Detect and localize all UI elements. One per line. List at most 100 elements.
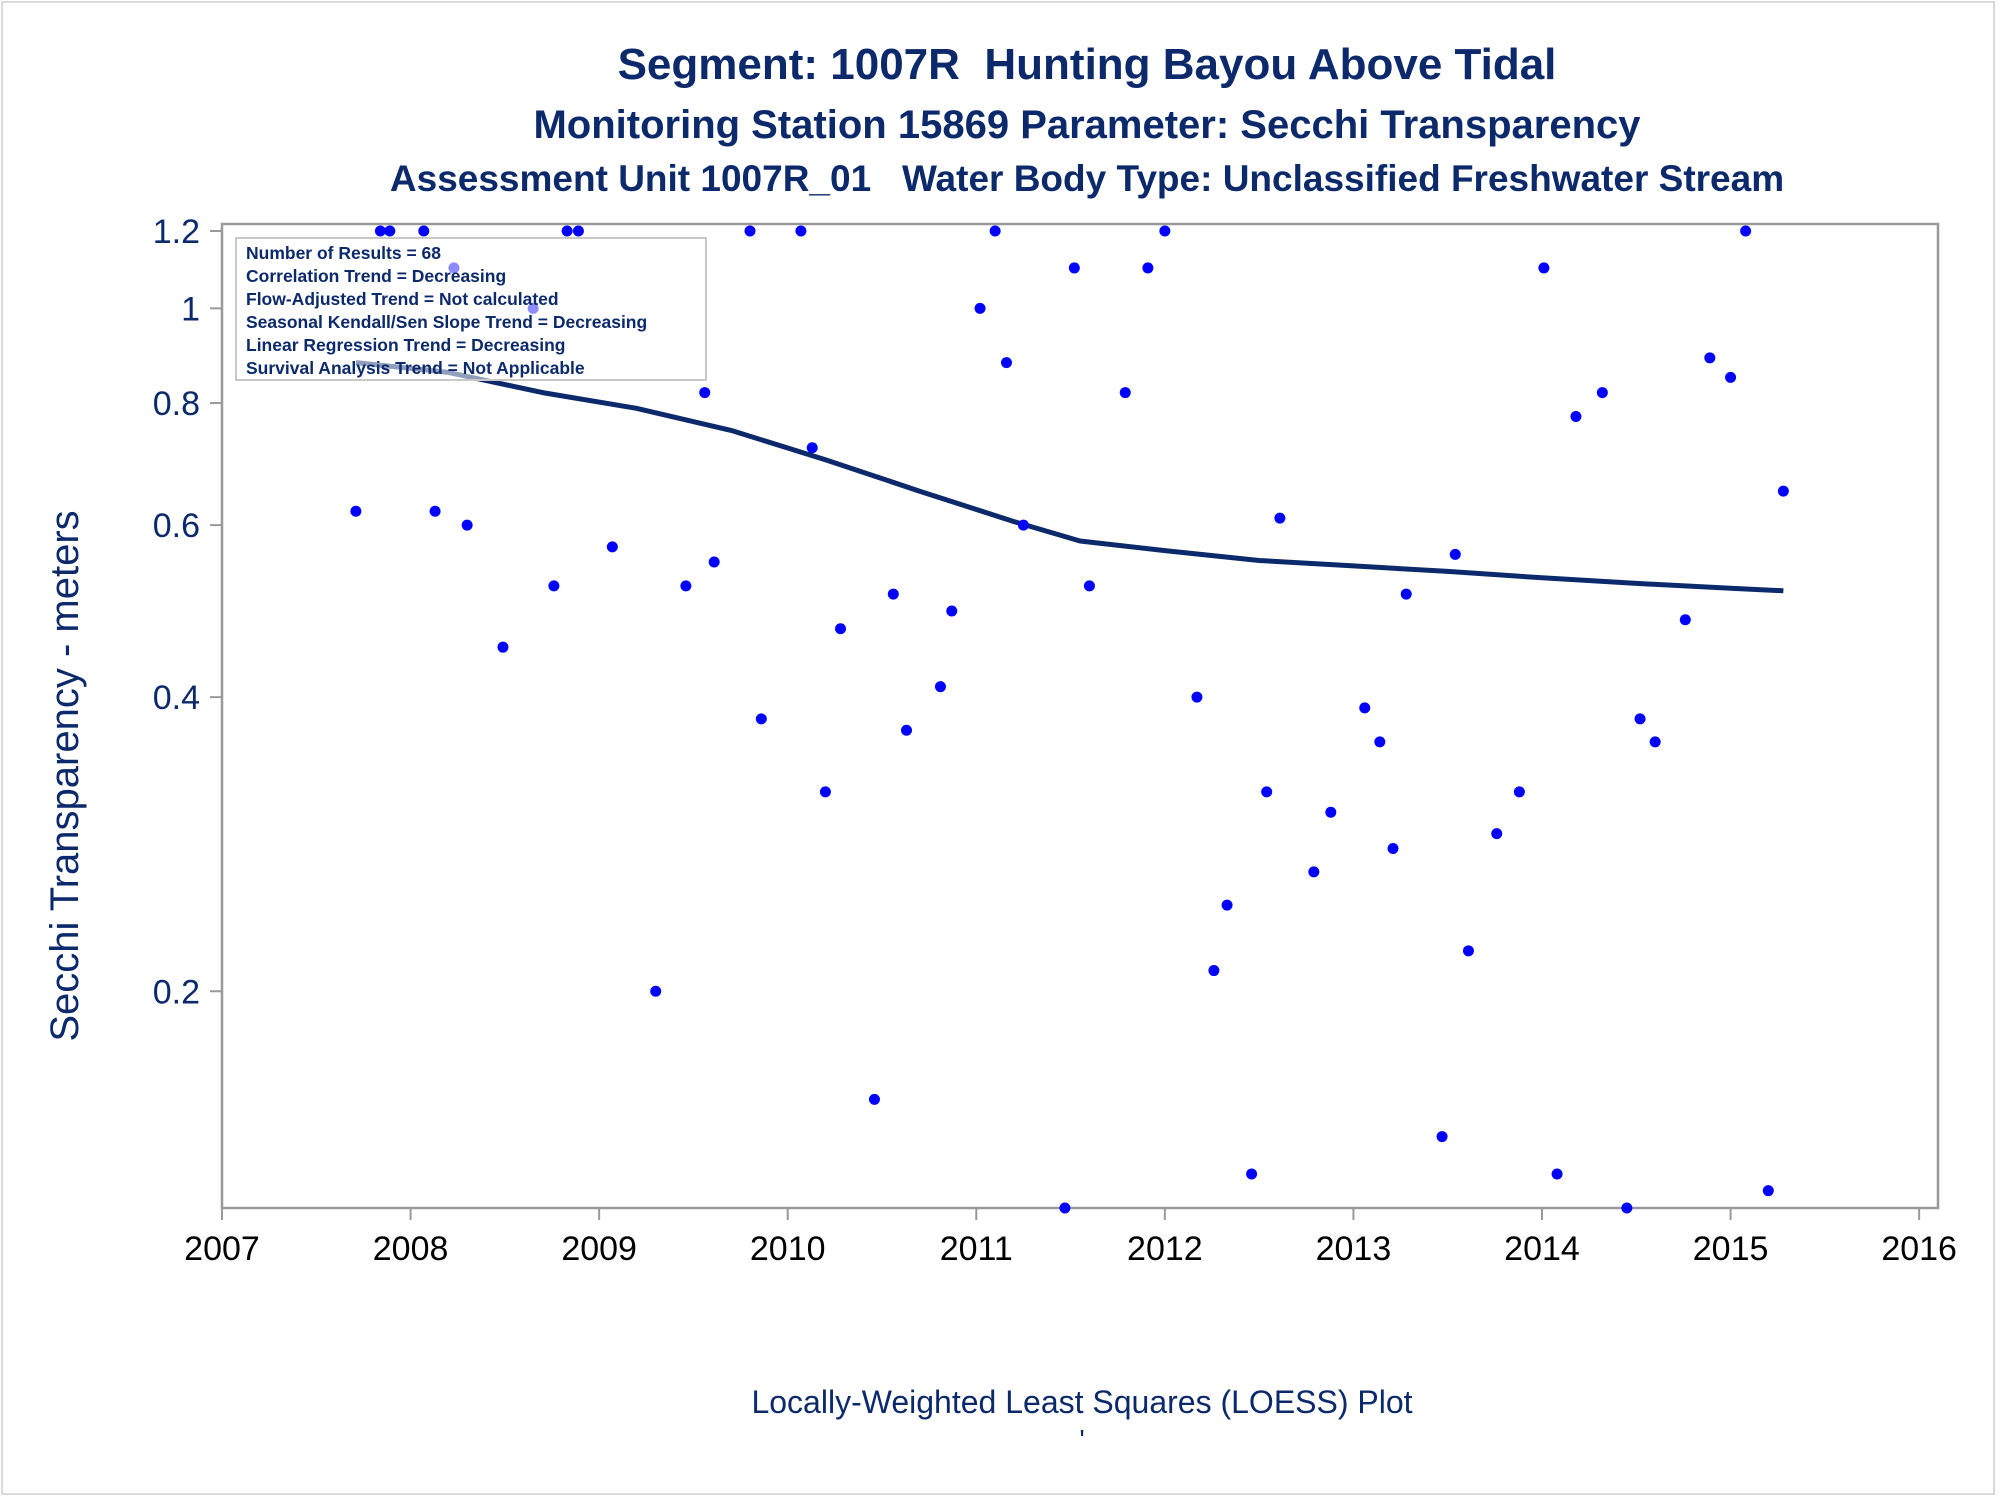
data-point [1462,945,1474,957]
data-point [384,225,396,237]
data-point [806,442,818,454]
data-point [1059,1202,1071,1214]
y-tick-label: 0.8 [153,385,200,423]
data-point [1142,262,1154,274]
data-point [1387,842,1399,854]
x-tick-label: 2007 [184,1230,260,1268]
y-tick-label: 1.2 [153,213,200,251]
data-point [1191,691,1203,703]
data-point [1159,225,1171,237]
stats-line: Survival Analysis Trend = Not Applicable [246,358,585,378]
chart-subtitle-2: Assessment Unit 1007R_01 Water Body Type… [389,158,1785,199]
data-point [1308,866,1320,878]
data-point [1570,411,1582,423]
data-point [1374,736,1386,748]
data-point [497,641,509,653]
data-point [1762,1185,1774,1197]
data-point [1261,786,1273,798]
data-point [699,387,711,399]
data-point [1740,225,1752,237]
data-point [1359,702,1371,714]
data-point [1068,262,1080,274]
data-point [934,681,946,693]
data-point [1538,262,1550,274]
x-tick-label: 2013 [1316,1230,1392,1268]
y-tick-label: 0.2 [153,973,200,1011]
data-point [1725,371,1737,383]
stats-line: Correlation Trend = Decreasing [246,266,506,286]
data-point [1679,614,1691,626]
data-point [901,724,913,736]
x-tick-label: 2012 [1127,1230,1203,1268]
data-point [606,541,618,553]
data-point [1274,512,1286,524]
data-point [1017,519,1029,531]
data-point [1704,352,1716,364]
stats-line: Seasonal Kendall/Sen Slope Trend = Decre… [246,312,647,332]
data-point [819,786,831,798]
data-point [1634,713,1646,725]
y-tick-label: 0.6 [153,507,200,545]
data-point [572,225,584,237]
data-point [561,225,573,237]
data-point [835,623,847,635]
x-tick-label: 2009 [561,1230,637,1268]
y-tick-label: 0.4 [153,679,200,717]
data-point [1000,357,1012,369]
data-point [795,225,807,237]
stats-line: Number of Results = 68 [246,243,441,263]
stats-box [235,237,707,381]
data-point [548,580,560,592]
stats-line: Flow-Adjusted Trend = Not calculated [246,289,559,309]
data-point [1208,965,1220,977]
data-point [1491,828,1503,840]
data-point [1777,485,1789,497]
data-point [680,580,692,592]
footnote-mark: ' [1079,1424,1085,1455]
data-point [650,985,662,997]
chart-subtitle: Monitoring Station 15869 Parameter: Secc… [533,103,1641,147]
x-tick-label: 2010 [750,1230,826,1268]
y-axis-label: Secchi Transparency - meters [43,510,87,1041]
data-point [418,225,430,237]
data-point [1400,588,1412,600]
data-point [350,505,362,517]
data-point [989,225,1001,237]
data-point [744,225,756,237]
x-tick-label: 2015 [1693,1230,1769,1268]
stats-line: Linear Regression Trend = Decreasing [246,335,566,355]
x-tick-label: 2011 [940,1230,1013,1268]
data-point [1083,580,1095,592]
x-tick-label: 2014 [1504,1230,1580,1268]
data-point [374,225,386,237]
data-point [755,713,767,725]
chart-title: Segment: 1007R Hunting Bayou Above Tidal [617,40,1557,89]
data-point [1436,1131,1448,1143]
data-point [1119,387,1131,399]
x-tick-label: 2008 [373,1230,449,1268]
data-point [708,556,720,568]
y-tick-label: 1 [181,290,200,328]
data-point [887,588,899,600]
data-point [429,505,441,517]
data-point [868,1093,880,1105]
data-point [974,302,986,314]
data-point [1621,1202,1633,1214]
data-point [1513,786,1525,798]
data-point [461,519,473,531]
data-point [1551,1168,1563,1180]
data-point [1449,548,1461,560]
data-point [1649,736,1661,748]
data-point [946,605,958,617]
x-tick-label: 2016 [1881,1230,1957,1268]
loess-trend-line [355,360,1784,594]
data-point [1221,899,1233,911]
data-point [1246,1168,1258,1180]
data-point [1596,387,1608,399]
plot-border [220,222,1940,1210]
chart-footnote: Locally-Weighted Least Squares (LOESS) P… [751,1384,1413,1420]
plot-area: 2007 2008 2009 2010 2011 2012 2013 2014 2015 2016… [43,213,1957,1268]
data-point [1325,806,1337,818]
